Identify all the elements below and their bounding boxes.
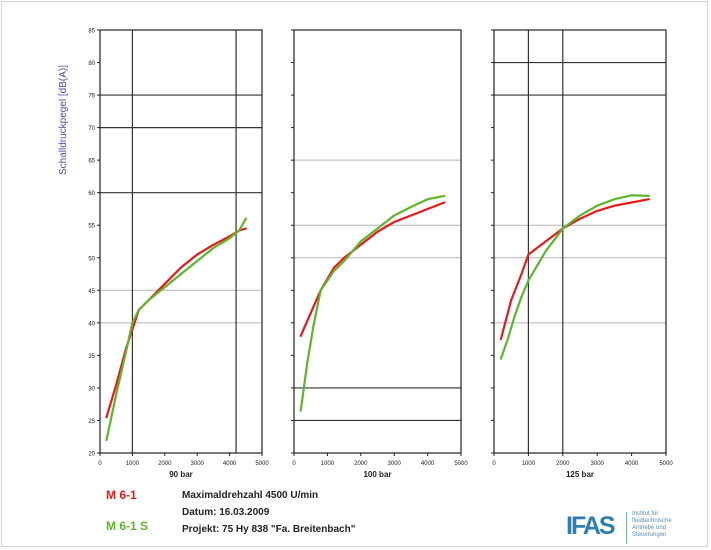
info-max-speed: Maximaldrehzahl 4500 U/min [182, 490, 319, 501]
x-tick-label: 0 [492, 461, 496, 467]
x-tick-label: 1000 [126, 461, 140, 467]
x-tick-label: 4000 [223, 461, 237, 467]
x-tick-label: 0 [292, 461, 296, 467]
logo-text-line: fluidtechnische [632, 518, 672, 524]
x-tick-label: 5000 [255, 461, 269, 467]
logo-text-line: Steuerungen [632, 532, 667, 538]
y-axis-label: Schalldruckpegel [dB(A)] [58, 65, 69, 175]
x-tick-label: 1000 [321, 461, 335, 467]
x-tick-label: 3000 [388, 461, 402, 467]
logo-text-line: Institut für [632, 511, 659, 517]
logo-text: Institut für fluidtechnische Antriebe un… [632, 511, 692, 539]
series-line-green [499, 194, 650, 360]
x-tick-label: 5000 [454, 461, 468, 467]
y-tick-label: 80 [88, 61, 95, 67]
y-tick-label: 50 [88, 256, 95, 262]
x-tick-label: 0 [98, 461, 102, 467]
y-tick-label: 55 [88, 224, 95, 230]
x-tick-label: 2000 [158, 461, 172, 467]
plot-frame [99, 29, 263, 454]
legend-green: M 6-1 S [106, 519, 149, 533]
x-tick-label: 2000 [556, 461, 570, 467]
x-axis-label: 125 bar [566, 470, 594, 479]
x-tick-label: 3000 [191, 461, 205, 467]
y-tick-label: 75 [88, 94, 95, 100]
x-axis-label: 100 bar [363, 470, 391, 479]
y-tick-label: 25 [88, 419, 95, 425]
x-axis-label: 90 bar [169, 470, 193, 479]
plot-frame [293, 29, 462, 454]
ifas-logo: IFAS Institut für fluidtechnische Antrie… [566, 508, 686, 548]
x-tick-label: 5000 [659, 461, 673, 467]
y-tick-label: 65 [88, 159, 95, 165]
y-tick-label: 45 [88, 289, 95, 295]
x-tick-label: 4000 [421, 461, 435, 467]
x-tick-label: 2000 [354, 461, 368, 467]
legend-red: M 6-1 [106, 488, 137, 502]
x-tick-label: 3000 [591, 461, 605, 467]
info-date: Datum: 16.03.2009 [182, 507, 270, 518]
y-tick-label: 60 [88, 191, 95, 197]
y-tick-label: 40 [88, 321, 95, 327]
y-tick-label: 70 [88, 126, 95, 132]
y-tick-label: 85 [88, 29, 95, 35]
x-tick-label: 1000 [522, 461, 536, 467]
y-tick-label: 30 [88, 386, 95, 392]
logo-divider [626, 512, 627, 544]
series-line-green [105, 217, 247, 442]
y-tick-label: 35 [88, 354, 95, 360]
series-line-green [299, 194, 446, 412]
y-tick-label: 20 [88, 452, 95, 458]
series-line-red [299, 201, 446, 337]
plot-frame [493, 29, 667, 454]
x-tick-label: 4000 [625, 461, 639, 467]
logo-text-line: Antriebe und [632, 525, 667, 531]
info-project: Projekt: 75 Hy 838 "Fa. Breitenbach" [182, 524, 356, 535]
logo-mark: IFAS [566, 512, 616, 540]
